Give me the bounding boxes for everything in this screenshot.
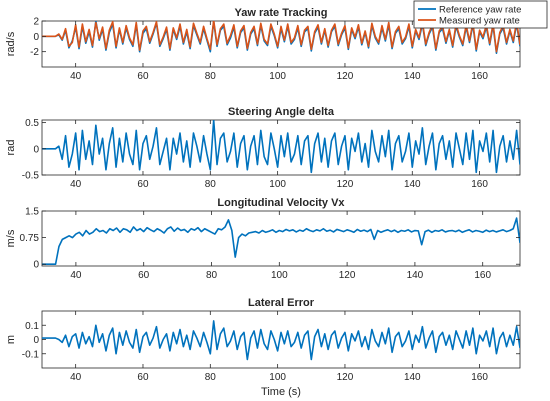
y-tick-label: 0.75 — [20, 233, 40, 244]
x-tick-label: 80 — [205, 372, 217, 383]
x-tick-label: 60 — [137, 372, 149, 383]
panel-title: Longitudinal Velocity Vx — [217, 197, 345, 209]
legend-label: Measured yaw rate — [439, 15, 520, 26]
x-tick-label: 100 — [269, 179, 286, 190]
y-tick-label: 0 — [33, 260, 39, 271]
x-tick-label: 160 — [471, 372, 488, 383]
y-tick-label: 0.1 — [25, 321, 39, 332]
x-tick-label: 40 — [70, 270, 82, 281]
y-axis-label: rad — [5, 140, 17, 156]
y-tick-label: 2 — [33, 17, 39, 28]
panel-2: 40 60 80 100 120 140 160 0.5 0 -0.5 Steering Angle… — [5, 106, 521, 190]
x-tick-label: 160 — [474, 270, 491, 281]
x-tick-label: 100 — [271, 270, 288, 281]
series-line-2 — [42, 21, 520, 53]
plot-area — [41, 210, 521, 267]
panel-4: 40 60 80 100 120 140 160 0.1 0 -0.1 Lateral Error m… — [5, 297, 521, 398]
series-line-1 — [42, 120, 520, 174]
x-tick-label: 60 — [137, 71, 149, 82]
x-tick-label: 120 — [337, 372, 354, 383]
y-tick-label: 0 — [33, 32, 39, 43]
panel-title: Steering Angle delta — [228, 106, 335, 118]
x-tick-label: 120 — [337, 71, 354, 82]
y-tick-label: 0 — [33, 335, 39, 346]
x-tick-label: 60 — [138, 270, 150, 281]
x-tick-label: 80 — [205, 179, 217, 190]
y-tick-label: 0 — [33, 144, 39, 155]
x-tick-label: 80 — [206, 270, 218, 281]
plot-area — [41, 119, 521, 176]
y-axis-label: rad/s — [5, 31, 17, 56]
y-tick-label: 1.5 — [25, 207, 39, 218]
x-tick-label: 140 — [404, 71, 421, 82]
x-tick-label: 100 — [269, 71, 286, 82]
legend-label: Reference yaw rate — [439, 4, 521, 15]
x-tick-label: 140 — [404, 372, 421, 383]
legend-box — [413, 0, 548, 29]
panel-title: Lateral Error — [248, 297, 315, 309]
series-line-1 — [42, 217, 520, 266]
x-tick-label: 120 — [337, 179, 354, 190]
y-tick-label: 0.5 — [25, 118, 39, 129]
x-tick-label: 140 — [404, 179, 421, 190]
panel-title: Yaw rate Tracking — [235, 7, 328, 19]
x-tick-label: 40 — [70, 372, 82, 383]
x-tick-label: 120 — [339, 270, 356, 281]
x-axis-label: Time (s) — [261, 386, 301, 398]
y-tick-label: -2 — [30, 47, 39, 58]
x-tick-label: 140 — [407, 270, 424, 281]
series-line-1 — [42, 320, 520, 361]
x-tick-label: 80 — [205, 71, 217, 82]
y-axis-label: m — [5, 335, 17, 344]
x-tick-label: 40 — [70, 71, 82, 82]
y-tick-label: -0.5 — [22, 171, 40, 182]
x-tick-label: 100 — [269, 372, 286, 383]
x-tick-label: 160 — [471, 179, 488, 190]
panel-3: 40 60 80 100 120 140 160 1.5 0.75 0 Longitudinal V… — [5, 197, 521, 281]
y-tick-label: -0.1 — [22, 349, 40, 360]
y-axis-label: m/s — [5, 229, 17, 247]
panel-1: 40 60 80 100 120 140 160 2 0 -2 Yaw rate Tracking r… — [5, 0, 548, 82]
x-tick-label: 60 — [137, 179, 149, 190]
x-tick-label: 160 — [471, 71, 488, 82]
x-tick-label: 40 — [70, 179, 82, 190]
